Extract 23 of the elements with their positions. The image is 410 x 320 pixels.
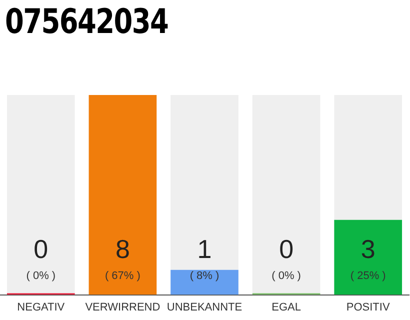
x-tick-label: NEGATIV xyxy=(17,301,66,314)
x-tick-label: EGAL xyxy=(272,301,301,314)
annotation: ( 67% ) xyxy=(104,270,140,282)
annotation: ( 0% ) xyxy=(26,270,56,282)
bar xyxy=(170,95,238,270)
x-tick-label: VERWIRREND xyxy=(85,301,160,314)
x-tick-label: UNBEKANNTE xyxy=(166,301,242,314)
data-label: 0 xyxy=(279,234,294,264)
bar xyxy=(334,95,402,220)
annotation: ( 8% ) xyxy=(190,270,220,282)
bar xyxy=(170,270,238,295)
annotation: ( 25% ) xyxy=(350,270,386,282)
bar xyxy=(252,95,320,294)
x-tick-label: POSITIV xyxy=(346,301,390,314)
data-label: 0 xyxy=(34,234,48,264)
bar xyxy=(334,220,402,295)
bar xyxy=(88,95,157,295)
chart-title: 075642034 xyxy=(5,1,168,44)
data-label: 1 xyxy=(197,234,212,264)
bar xyxy=(6,95,75,294)
data-label: 8 xyxy=(115,234,130,264)
annotation: ( 0% ) xyxy=(272,270,301,282)
data-label: 3 xyxy=(360,234,376,264)
